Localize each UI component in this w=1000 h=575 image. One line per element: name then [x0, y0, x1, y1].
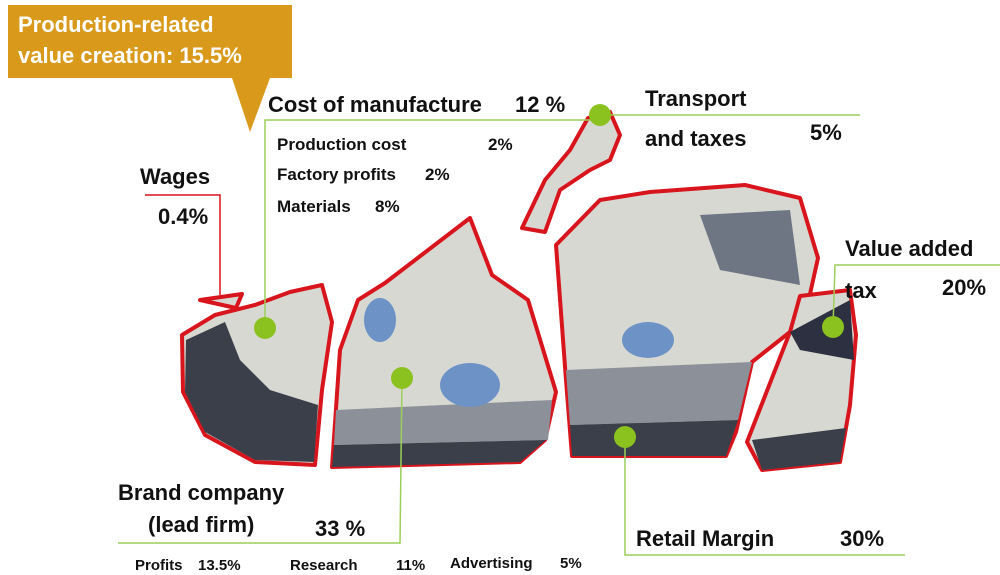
value: 20% [942, 275, 986, 300]
front-band [566, 362, 752, 425]
marker-dot [822, 316, 844, 338]
mesh [364, 298, 396, 342]
label: Retail Margin [636, 526, 774, 551]
label: Profits [135, 557, 183, 574]
marker-dot [589, 104, 611, 126]
label: Advertising [450, 555, 533, 572]
label: and taxes [645, 126, 747, 151]
label: Brand company [118, 480, 285, 505]
label: Research [290, 557, 358, 574]
value: 30% [840, 526, 884, 551]
label: Factory profits [277, 165, 396, 184]
infographic: Production-related value creation: 15.5%… [0, 0, 1000, 575]
value: 2% [425, 165, 450, 184]
label: Wages [140, 164, 210, 189]
mesh [440, 363, 500, 407]
marker-dot [391, 367, 413, 389]
value: 33 % [315, 516, 365, 541]
value: 5% [810, 120, 842, 145]
label: Cost of manufacture [268, 92, 482, 117]
value: 13.5% [198, 557, 241, 574]
callout-text: Production-related [18, 12, 214, 37]
label: Value added [845, 236, 973, 261]
label: (lead firm) [148, 512, 254, 537]
value: 11% [396, 557, 425, 574]
wages-piece [200, 294, 242, 308]
front-sole [570, 420, 738, 456]
label: tax [845, 278, 878, 303]
value: 2% [488, 135, 513, 154]
value: 12 % [515, 92, 565, 117]
value: 8% [375, 197, 400, 216]
callout-text: value creation: 15.5% [18, 43, 242, 68]
label: Materials [277, 197, 351, 216]
marker-dot [254, 317, 276, 339]
marker-dot [614, 426, 636, 448]
value: 0.4% [158, 204, 208, 229]
label: Transport [645, 86, 747, 111]
mesh [622, 322, 674, 358]
value: 5% [560, 555, 582, 572]
label: Production cost [277, 135, 407, 154]
